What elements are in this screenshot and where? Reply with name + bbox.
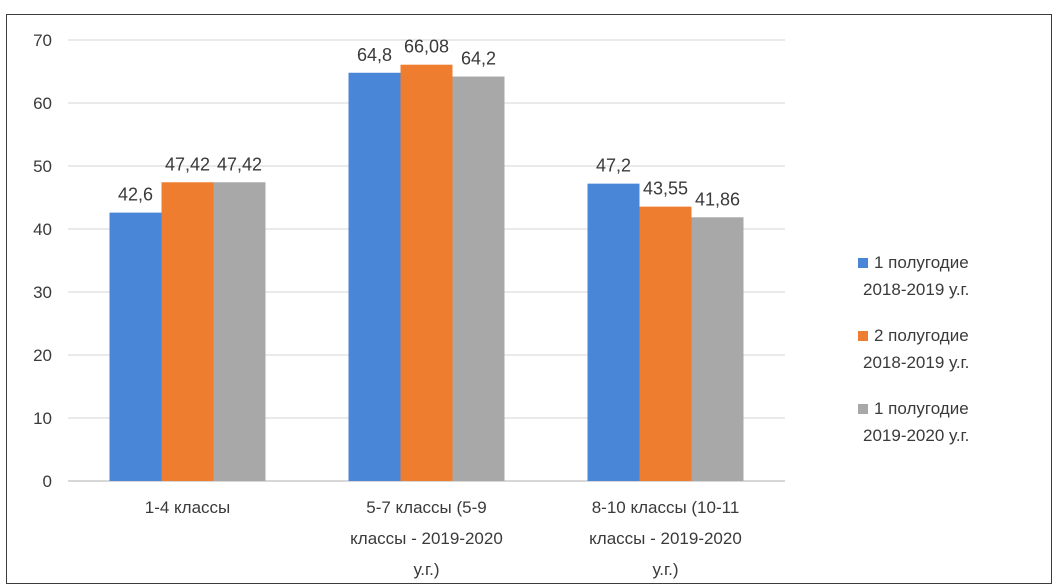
legend-label: 1 полугодие (874, 399, 969, 418)
bar (213, 182, 266, 481)
legend-swatch (858, 331, 868, 341)
data-label: 47,2 (596, 156, 631, 176)
data-label: 47,42 (217, 154, 262, 174)
bar (691, 217, 744, 482)
legend-label: 2 полугодие (874, 326, 969, 345)
x-category-label: классы - 2019-2020 (350, 529, 503, 548)
legend-label: 2018-2019 у.г. (863, 280, 969, 299)
bar (400, 64, 453, 482)
bar (161, 182, 214, 481)
bar (639, 206, 692, 481)
bar (587, 183, 640, 481)
data-label: 47,42 (165, 154, 210, 174)
y-tick-label: 70 (33, 31, 52, 50)
x-category-label: у.г.) (413, 560, 439, 579)
y-tick-label: 0 (43, 472, 52, 491)
data-label: 43,55 (643, 179, 688, 199)
legend-label: 2018-2019 у.г. (863, 353, 969, 372)
x-category-label: 5-7 классы (5-9 (366, 498, 486, 517)
bar (348, 72, 401, 481)
data-label: 42,6 (118, 185, 153, 205)
x-category-label: 1-4 классы (145, 498, 231, 517)
y-tick-label: 30 (33, 283, 52, 302)
legend-swatch (858, 404, 868, 414)
x-category-label: у.г.) (652, 560, 678, 579)
legend-swatch (858, 258, 868, 268)
x-category-label: 8-10 классы (10-11 (592, 498, 740, 517)
data-label: 66,08 (404, 37, 449, 57)
y-tick-label: 10 (33, 409, 52, 428)
bar (452, 76, 505, 481)
y-tick-label: 40 (33, 220, 52, 239)
y-tick-label: 20 (33, 346, 52, 365)
data-label: 64,2 (461, 49, 496, 69)
data-label: 41,86 (695, 189, 740, 209)
data-label: 64,8 (357, 45, 392, 65)
bar (109, 212, 162, 481)
x-category-label: классы - 2019-2020 (589, 529, 742, 548)
legend-label: 1 полугодие (874, 253, 969, 272)
y-tick-label: 60 (33, 94, 52, 113)
legend-label: 2019-2020 у.г. (863, 426, 969, 445)
y-tick-label: 50 (33, 157, 52, 176)
